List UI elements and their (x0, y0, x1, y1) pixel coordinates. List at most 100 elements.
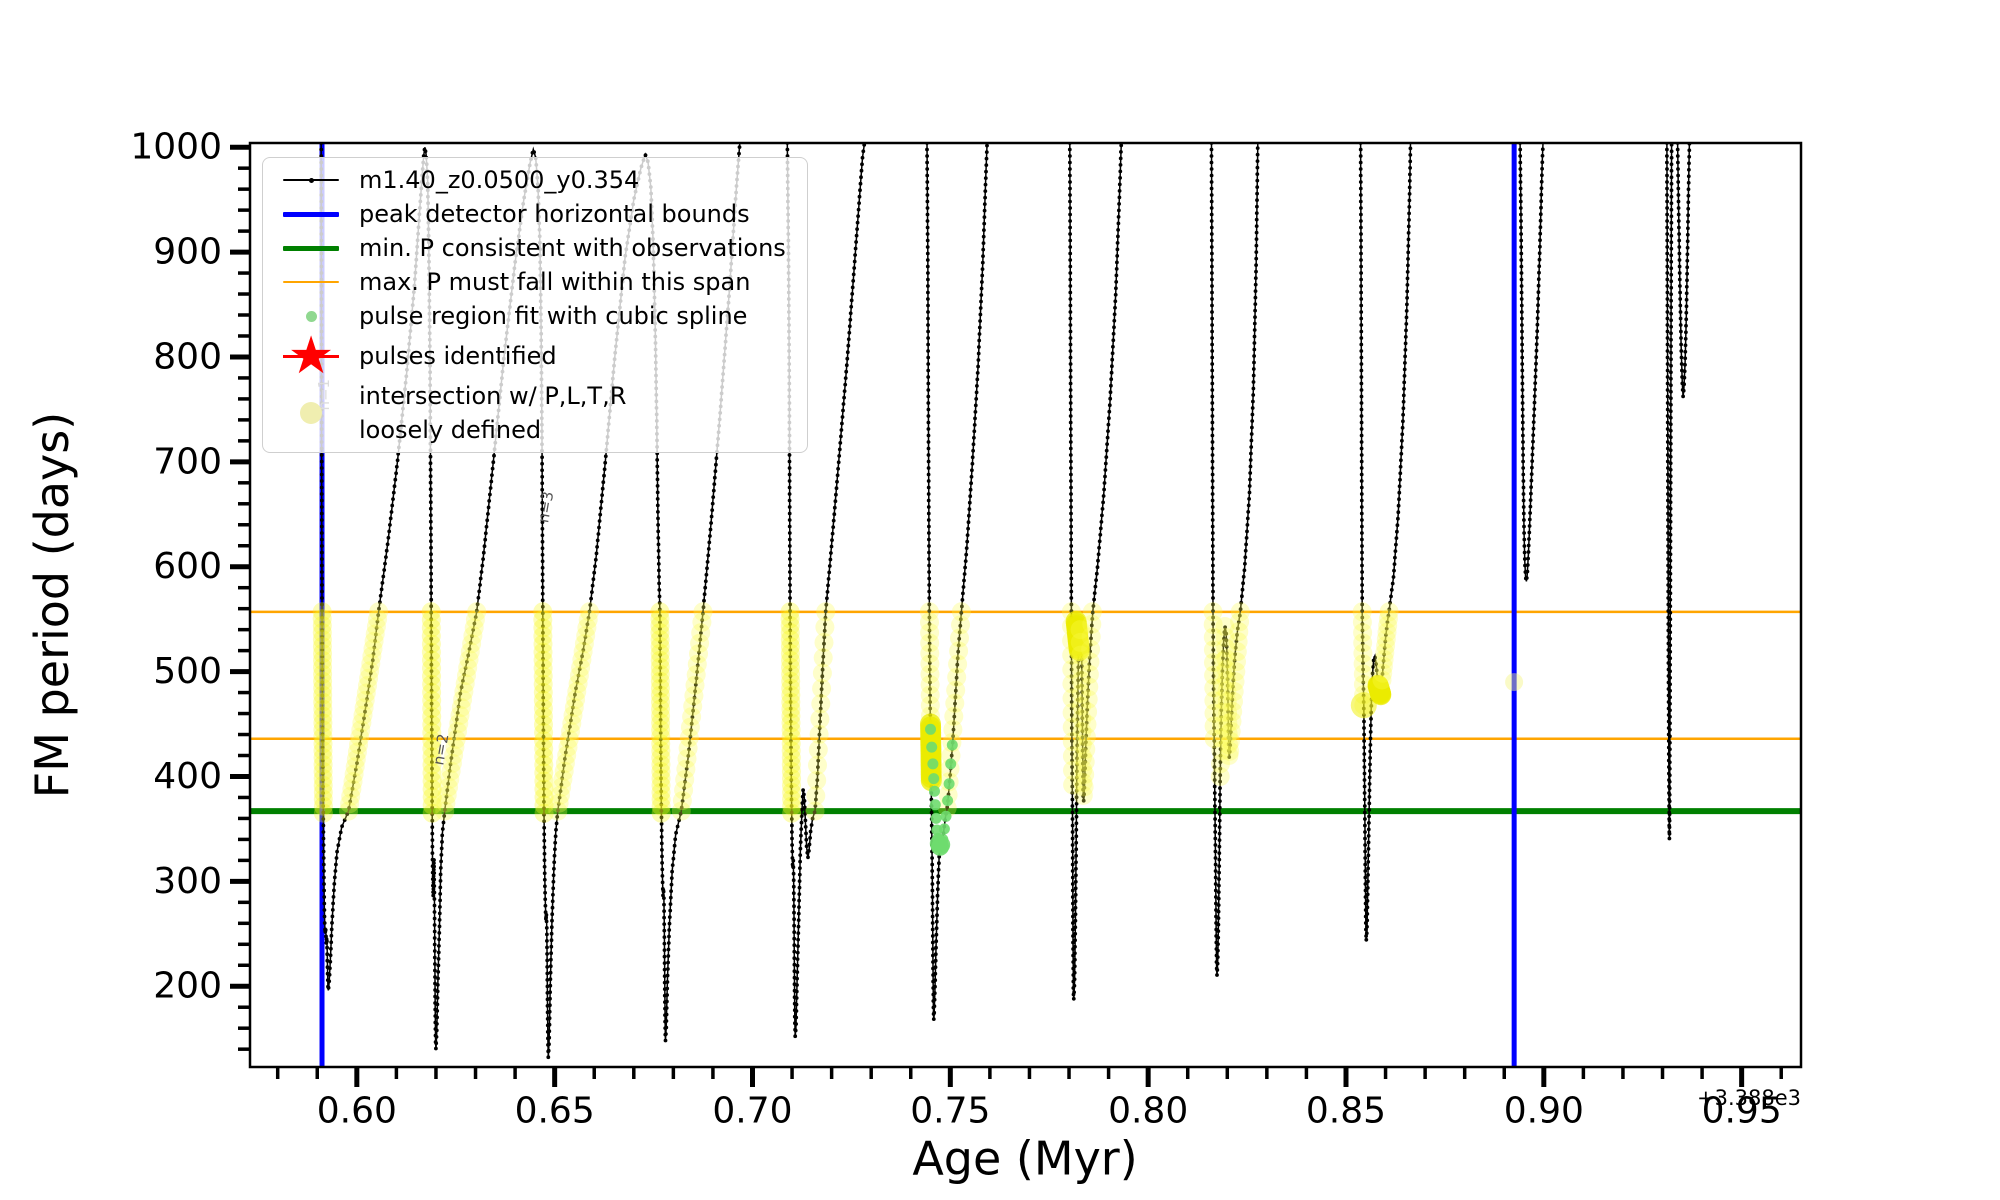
curve-dot (1209, 186, 1214, 191)
yellow-highlight-3 (464, 618, 484, 638)
curve-dot (1404, 309, 1409, 313)
curve-dot (791, 878, 796, 883)
curve-dot (1676, 199, 1681, 204)
curve-dot (321, 784, 325, 789)
curve-dot (810, 816, 815, 821)
curve-dot (470, 634, 474, 639)
curve-dot (1080, 696, 1084, 701)
curve-dot (925, 173, 930, 178)
curve-dot (559, 782, 564, 787)
curve-dot (925, 147, 929, 152)
curve-dot (1533, 387, 1537, 392)
curve-dot (1073, 899, 1078, 904)
curve-dot (972, 423, 977, 427)
yellow-highlight-1 (353, 705, 373, 725)
curve-dot (331, 901, 335, 906)
curve-dot (1253, 308, 1257, 313)
curve-dot (1360, 583, 1364, 587)
yellow-highlight-0 (313, 685, 333, 705)
curve-dot (1406, 263, 1410, 268)
curve-dot (936, 880, 940, 885)
spline-dot (925, 723, 936, 735)
curve-dot (658, 724, 663, 729)
yellow-highlight-17 (1203, 615, 1223, 634)
yellow-highlight-8 (781, 685, 801, 705)
yellow-highlight-19 (1217, 681, 1237, 701)
curve-dot (1525, 569, 1530, 574)
curve-dot (1210, 472, 1215, 477)
curve-dot (789, 810, 794, 815)
curve-dot (1665, 284, 1670, 288)
curve-dot (1678, 323, 1683, 327)
yellow-highlight-8 (782, 769, 801, 788)
curve-dot (1211, 635, 1216, 639)
yellow-highlight-13 (1062, 688, 1082, 708)
curve-dot (1367, 782, 1372, 786)
curve-dot (1520, 414, 1525, 418)
curve-dot (692, 695, 697, 700)
curve-dot (670, 863, 675, 867)
curve-dot (982, 202, 987, 207)
curve-dot (1116, 215, 1121, 219)
curve-dot (1539, 186, 1544, 191)
yellow-highlight-24 (1373, 656, 1393, 676)
curve-dot (438, 905, 442, 909)
curve-dot (556, 808, 560, 813)
curve-dot (971, 448, 975, 453)
curve-dot (1254, 269, 1258, 274)
curve-dot (1359, 505, 1364, 509)
curve-dot (431, 880, 436, 885)
curve-dot (788, 557, 792, 561)
curve-dot (1361, 687, 1366, 691)
curve-dot (1668, 630, 1673, 635)
curve-dot (1685, 271, 1689, 276)
curve-dot (1396, 516, 1400, 521)
curve-dot (807, 842, 812, 847)
curve-dot (1665, 329, 1670, 334)
curve-dot (1359, 440, 1364, 444)
yellow-highlight-5 (564, 698, 584, 717)
curve-dot (792, 949, 797, 954)
curve-dot (465, 659, 469, 664)
curve-dot (1667, 818, 1672, 823)
curve-dot (1216, 935, 1221, 940)
curve-dot (323, 928, 328, 932)
curve-dot (542, 799, 546, 804)
curve-dot (1362, 804, 1367, 808)
curve-dot (429, 591, 433, 596)
yellow-highlight-6 (651, 803, 671, 823)
curve-dot (475, 602, 480, 607)
curve-dot (1070, 797, 1075, 802)
curve-dot (1668, 721, 1672, 726)
curve-dot (1669, 357, 1673, 362)
curve-dot (709, 521, 713, 525)
curve-dot (926, 349, 930, 353)
curve-dot (1080, 742, 1085, 746)
curve-dot (788, 589, 792, 594)
yellow-highlight-9 (810, 709, 830, 729)
curve-dot (1235, 626, 1240, 631)
curve-dot (548, 977, 553, 982)
curve-dot (1665, 388, 1670, 392)
yellow-highlight-5 (563, 705, 583, 725)
curve-dot (1524, 576, 1529, 580)
yellow-highlight-4 (534, 803, 554, 823)
curve-dot (1686, 226, 1690, 231)
curve-dot (1243, 561, 1247, 566)
curve-dot (796, 944, 800, 948)
curve-dot (1669, 266, 1674, 271)
curve-dot (1668, 682, 1672, 687)
curve-dot (1679, 329, 1683, 334)
curve-dot (977, 338, 982, 343)
curve-dot (966, 526, 970, 531)
curve-dot (666, 954, 671, 958)
yellow-highlight-20 (1220, 741, 1240, 761)
curve-dot (430, 831, 435, 836)
curve-dot (662, 974, 667, 978)
curve-dot (660, 874, 665, 878)
curve-dot (320, 713, 325, 717)
curve-dot (321, 856, 326, 860)
curve-dot (934, 919, 939, 924)
curve-dot (1530, 459, 1535, 463)
yellow-highlight-17 (1204, 665, 1224, 685)
